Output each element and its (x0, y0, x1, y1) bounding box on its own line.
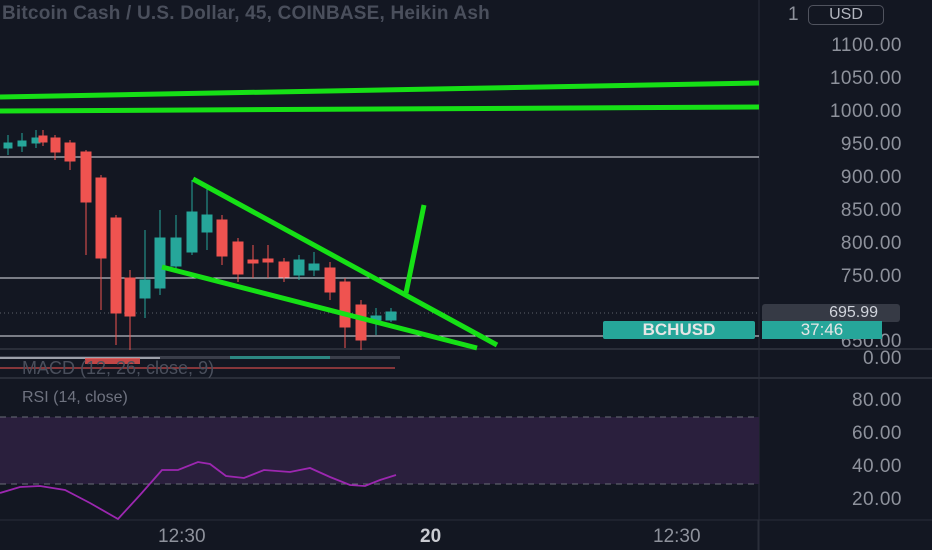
candle (95, 175, 107, 310)
price-tick: 850.00 (840, 200, 902, 221)
wedge-upper-line[interactable] (191, 176, 499, 348)
rsi-tick: 40.00 (851, 456, 902, 477)
rsi-band (0, 417, 759, 484)
price-tick: 1000.00 (829, 101, 902, 122)
rsi-label[interactable]: RSI (14, close) (22, 389, 128, 406)
time-tick: 12:30 (158, 526, 206, 547)
current-price-label: 695.99 (762, 304, 900, 322)
rsi-tick: 80.00 (851, 390, 902, 411)
rsi-tick: 20.00 (851, 489, 902, 510)
candle (385, 308, 397, 322)
price-tick: 950.00 (840, 134, 902, 155)
candles (3, 130, 397, 350)
macd-histogram (0, 356, 400, 369)
price-tick: 750.00 (840, 266, 902, 287)
breakout-arrow-line[interactable] (403, 204, 427, 294)
time-tick: 20 (420, 526, 442, 547)
currency-button[interactable]: USD (808, 5, 884, 25)
rsi-line (0, 461, 397, 521)
candle (139, 230, 151, 318)
candle (232, 238, 244, 282)
candle (110, 215, 122, 345)
candle (201, 185, 213, 250)
candle (262, 245, 274, 278)
symbol-label[interactable]: BCHUSD (603, 320, 755, 339)
candle (17, 133, 27, 152)
price-tick: 1100.00 (831, 35, 902, 56)
candle (50, 135, 61, 160)
trendline-lower-channel[interactable] (0, 104, 760, 114)
rsi-tick: 60.00 (851, 423, 902, 444)
candle (293, 255, 305, 280)
price-scale-top: 1 (788, 4, 800, 25)
candle (216, 215, 228, 265)
trendline-upper-channel[interactable] (0, 80, 760, 100)
candle (355, 300, 367, 350)
macd-tick: 0.00 (863, 348, 902, 369)
candle (170, 215, 182, 270)
wedge-lower-line[interactable] (161, 264, 478, 351)
price-tick: 800.00 (840, 233, 902, 254)
chart-title: Bitcoin Cash / U.S. Dollar, 45, COINBASE… (2, 3, 490, 24)
candle (324, 262, 336, 300)
candle (124, 270, 136, 350)
candle (38, 130, 48, 146)
candle (247, 245, 259, 278)
price-tick: 900.00 (840, 167, 902, 188)
time-tick: 12:30 (653, 526, 701, 547)
candle (308, 252, 320, 276)
candle (64, 140, 76, 170)
candle (154, 210, 166, 295)
candle (80, 150, 92, 255)
macd-label[interactable]: MACD (12, 26, close, 9) (22, 358, 215, 378)
price-tick: 1050.00 (829, 68, 902, 89)
bar-countdown: 37:46 (762, 320, 882, 339)
candle (186, 180, 198, 255)
candle (3, 135, 13, 155)
candle (278, 258, 290, 282)
